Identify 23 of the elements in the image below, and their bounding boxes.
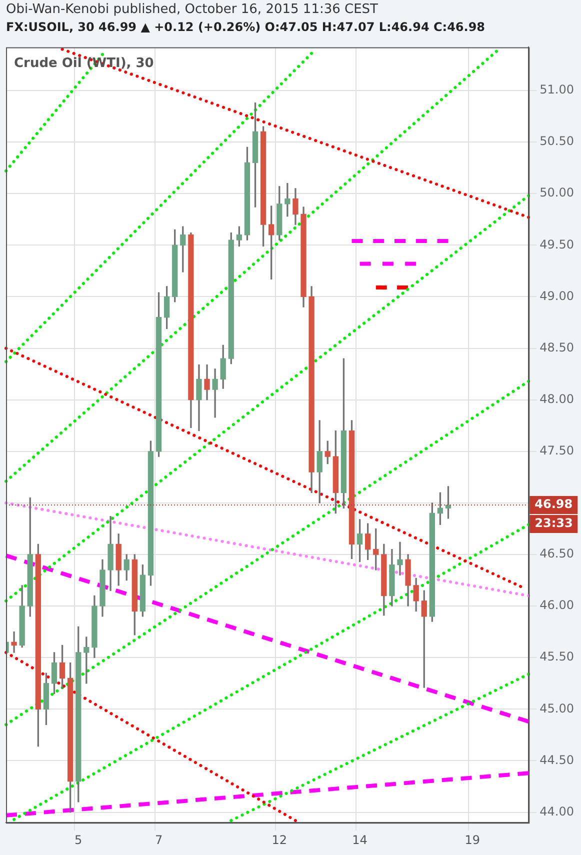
text: 23:33 [534, 516, 573, 530]
x-tick-label: 14 [352, 832, 368, 847]
y-tick-label: 44.00 [540, 804, 574, 818]
y-tick-label: 51.00 [540, 82, 574, 97]
y-tick-label: 49.00 [540, 288, 574, 303]
y-tick-label: 50.00 [540, 186, 574, 200]
y-tick-label: 50.50 [540, 134, 574, 148]
x-tick-label: 12 [272, 832, 288, 847]
y-tick-label: 45.50 [540, 650, 574, 664]
x-tick-label: 7 [154, 832, 163, 847]
y-tick-label: 49.50 [540, 237, 574, 252]
y-tick-label: 46.00 [540, 598, 574, 612]
y-tick-label: 48.00 [540, 392, 574, 406]
chart-title: Obi-Wan-Kenobi published, October 16, 2015 11:36 CEST [6, 2, 378, 17]
y-tick-label: 46.50 [540, 546, 574, 561]
x-tick-label: 5 [74, 832, 82, 847]
y-tick-label: 48.50 [540, 340, 574, 354]
y-tick-label: 45.00 [540, 701, 574, 716]
x-tick-label: 19 [464, 832, 480, 847]
y-tick-label: 44.50 [540, 752, 574, 767]
y-tick-label: 47.50 [540, 444, 574, 458]
chart-subtitle: FX:USOIL, 30 46.99 ▲ +0.12 (+0.26%) O:47.05 H:47.07 L:46.94 C:46.98 [6, 20, 486, 34]
ref-line-label: 46.98 [534, 497, 573, 512]
